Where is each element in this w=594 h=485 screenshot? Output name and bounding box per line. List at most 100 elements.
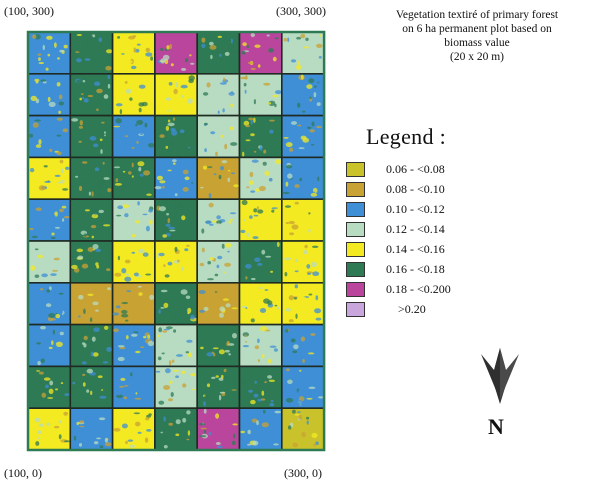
texture-speckle <box>137 201 140 206</box>
texture-speckle <box>86 258 93 261</box>
texture-speckle <box>224 349 230 353</box>
texture-speckle <box>231 134 237 140</box>
texture-speckle <box>35 176 42 180</box>
texture-speckle <box>116 214 122 217</box>
texture-speckle <box>215 151 218 157</box>
grid-cell <box>69 407 114 451</box>
texture-speckle <box>37 380 43 383</box>
texture-speckle <box>308 386 316 389</box>
texture-speckle <box>198 423 206 426</box>
texture-speckle <box>77 255 84 260</box>
texture-speckle <box>29 133 34 138</box>
texture-speckle <box>117 255 120 261</box>
texture-speckle <box>228 92 235 96</box>
texture-speckle <box>96 88 103 94</box>
grid-cell <box>27 323 72 368</box>
texture-speckle <box>71 118 79 122</box>
texture-speckle <box>63 216 70 219</box>
texture-speckle <box>89 35 93 39</box>
texture-speckle <box>222 108 225 113</box>
texture-speckle <box>125 440 128 445</box>
texture-speckle <box>167 398 174 402</box>
texture-speckle <box>209 186 217 192</box>
texture-speckle <box>117 345 125 348</box>
texture-speckle <box>154 186 162 190</box>
texture-speckle <box>83 150 87 153</box>
texture-speckle <box>30 95 37 102</box>
texture-speckle <box>83 98 89 103</box>
texture-speckle <box>160 58 166 64</box>
texture-speckle <box>50 273 57 276</box>
texture-speckle <box>52 268 60 271</box>
texture-speckle <box>163 416 166 422</box>
texture-speckle <box>246 293 253 296</box>
texture-speckle <box>100 149 103 154</box>
texture-speckle <box>36 269 41 271</box>
texture-speckle <box>29 228 34 230</box>
texture-speckle <box>81 431 87 437</box>
texture-speckle <box>166 213 170 216</box>
texture-speckle <box>170 63 174 67</box>
texture-speckle <box>262 161 267 166</box>
texture-speckle <box>309 152 314 155</box>
texture-speckle <box>287 84 293 87</box>
texture-speckle <box>103 224 111 227</box>
texture-speckle <box>274 103 277 108</box>
texture-speckle <box>253 150 257 153</box>
texture-speckle <box>222 298 229 301</box>
legend-item: 0.12 - <0.14 <box>346 222 546 242</box>
texture-speckle <box>94 441 99 445</box>
texture-speckle <box>183 169 189 175</box>
texture-speckle <box>188 78 194 84</box>
texture-speckle <box>47 96 51 102</box>
texture-speckle <box>295 173 298 176</box>
texture-speckle <box>259 145 263 151</box>
grid-cell <box>238 407 283 451</box>
corner-label-bottom-left: (100, 0) <box>4 466 42 480</box>
texture-speckle <box>201 247 205 253</box>
texture-speckle <box>306 397 313 400</box>
texture-speckle <box>307 34 310 37</box>
texture-speckle <box>216 215 221 220</box>
texture-speckle <box>286 164 293 169</box>
texture-speckle <box>90 351 94 357</box>
texture-speckle <box>287 37 290 43</box>
texture-speckle <box>273 348 278 352</box>
texture-speckle <box>270 400 274 402</box>
texture-speckle <box>63 346 71 349</box>
texture-speckle <box>302 203 309 207</box>
texture-speckle <box>62 218 65 222</box>
texture-speckle <box>138 84 146 89</box>
texture-speckle <box>231 389 237 391</box>
texture-speckle <box>31 235 38 239</box>
grid-cell <box>27 73 72 117</box>
texture-speckle <box>142 213 148 216</box>
texture-speckle <box>138 167 142 172</box>
texture-speckle <box>244 75 248 80</box>
texture-speckle <box>131 175 134 178</box>
texture-speckle <box>228 355 232 361</box>
texture-speckle <box>297 124 302 127</box>
texture-speckle <box>288 220 295 225</box>
texture-speckle <box>241 199 248 206</box>
texture-speckle <box>173 88 178 95</box>
texture-speckle <box>34 119 41 122</box>
texture-speckle <box>270 270 274 273</box>
texture-speckle <box>310 192 318 197</box>
texture-speckle <box>266 34 270 37</box>
texture-speckle <box>63 398 70 403</box>
texture-speckle <box>45 67 49 71</box>
texture-speckle <box>270 228 276 235</box>
texture-speckle <box>174 193 178 197</box>
texture-speckle <box>271 309 279 314</box>
texture-speckle <box>58 94 63 100</box>
texture-speckle <box>137 285 142 288</box>
texture-speckle <box>229 299 232 304</box>
texture-speckle <box>47 337 51 342</box>
texture-speckle <box>155 183 163 187</box>
texture-speckle <box>187 430 191 436</box>
texture-speckle <box>294 184 300 188</box>
texture-speckle <box>200 346 204 350</box>
texture-speckle <box>79 97 82 101</box>
texture-speckle <box>54 174 61 177</box>
